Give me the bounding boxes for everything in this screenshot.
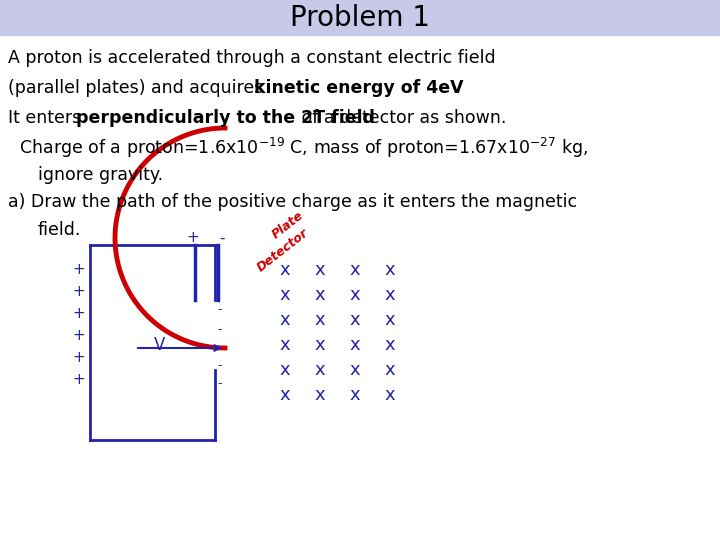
Text: x: x: [350, 286, 360, 304]
Text: x: x: [350, 336, 360, 354]
Text: x: x: [315, 286, 325, 304]
Text: -: -: [220, 231, 225, 246]
Text: +: +: [73, 262, 86, 278]
Text: ignore gravity.: ignore gravity.: [38, 166, 163, 184]
Text: Detector: Detector: [255, 226, 312, 274]
Text: A proton is accelerated through a constant electric field: A proton is accelerated through a consta…: [8, 49, 495, 67]
Text: +: +: [73, 373, 86, 388]
Text: x: x: [279, 261, 290, 279]
Text: +: +: [73, 307, 86, 321]
Text: x: x: [315, 361, 325, 379]
Text: -: -: [217, 303, 222, 316]
Text: x: x: [384, 261, 395, 279]
Text: +: +: [73, 350, 86, 366]
Text: -: -: [217, 341, 222, 354]
Text: x: x: [384, 311, 395, 329]
Text: x: x: [384, 386, 395, 404]
Text: a) Draw the path of the positive charge as it enters the magnetic: a) Draw the path of the positive charge …: [8, 193, 577, 211]
Text: +: +: [73, 328, 86, 343]
Text: -: -: [217, 323, 222, 336]
Text: field.: field.: [38, 221, 81, 239]
Text: x: x: [350, 261, 360, 279]
Text: -: -: [217, 377, 222, 390]
Text: .: .: [404, 79, 410, 97]
Text: of a detector as shown.: of a detector as shown.: [296, 109, 506, 127]
Text: x: x: [279, 361, 290, 379]
Text: +: +: [73, 285, 86, 300]
Text: +: +: [186, 231, 199, 246]
Text: perpendicularly to the 2T field: perpendicularly to the 2T field: [76, 109, 375, 127]
Text: V: V: [154, 336, 166, 354]
Text: x: x: [350, 311, 360, 329]
Text: kinetic energy of 4eV: kinetic energy of 4eV: [254, 79, 464, 97]
Text: It enters: It enters: [8, 109, 86, 127]
Text: x: x: [384, 286, 395, 304]
Text: x: x: [315, 336, 325, 354]
Text: x: x: [279, 286, 290, 304]
Text: x: x: [279, 386, 290, 404]
Text: (parallel plates) and acquires: (parallel plates) and acquires: [8, 79, 269, 97]
Text: x: x: [279, 311, 290, 329]
Text: -: -: [217, 360, 222, 373]
Text: x: x: [384, 361, 395, 379]
FancyBboxPatch shape: [0, 0, 720, 35]
Text: x: x: [384, 336, 395, 354]
Text: x: x: [350, 361, 360, 379]
Text: x: x: [315, 261, 325, 279]
Text: x: x: [350, 386, 360, 404]
Text: x: x: [315, 386, 325, 404]
Text: x: x: [279, 336, 290, 354]
Text: x: x: [315, 311, 325, 329]
Text: Problem 1: Problem 1: [290, 4, 430, 32]
Text: Charge of a proton=1.6x10$^{-19}$ C, mass of proton=1.67x10$^{-27}$ kg,: Charge of a proton=1.6x10$^{-19}$ C, mas…: [14, 136, 588, 160]
Text: Plate: Plate: [270, 209, 307, 241]
